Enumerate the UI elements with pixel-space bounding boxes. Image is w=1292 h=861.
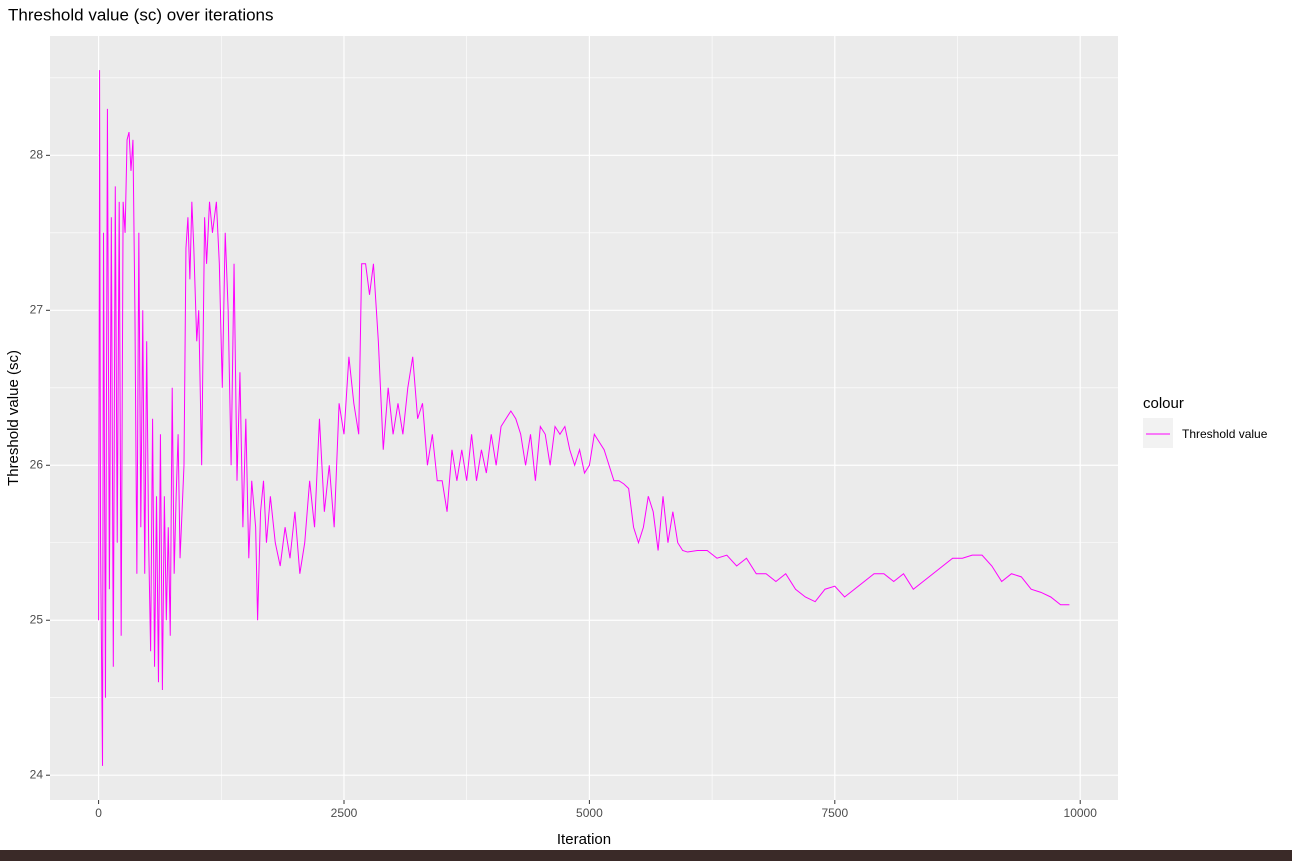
panel [50,36,1118,800]
x-tick-label: 5000 [576,806,603,820]
legend-title: colour [1143,395,1184,412]
x-tick-label: 2500 [331,806,358,820]
x-tick-label: 0 [95,806,102,820]
y-tick-label: 24 [30,767,44,781]
y-tick-label: 27 [30,302,44,316]
legend-key [1143,418,1173,448]
y-tick-label: 28 [30,147,44,161]
x-tick-label: 7500 [821,806,848,820]
y-tick-label: 26 [30,457,44,471]
x-axis-label: Iteration [557,831,611,848]
bottom-strip [0,850,1292,861]
x-tick-label: 10000 [1064,806,1098,820]
legend-label: Threshold value [1182,427,1268,441]
y-axis-label: Threshold value (sc) [5,350,22,486]
line [98,70,1070,766]
y-tick-label: 25 [30,612,44,626]
chart-title: Threshold value (sc) over iterations [8,5,274,24]
